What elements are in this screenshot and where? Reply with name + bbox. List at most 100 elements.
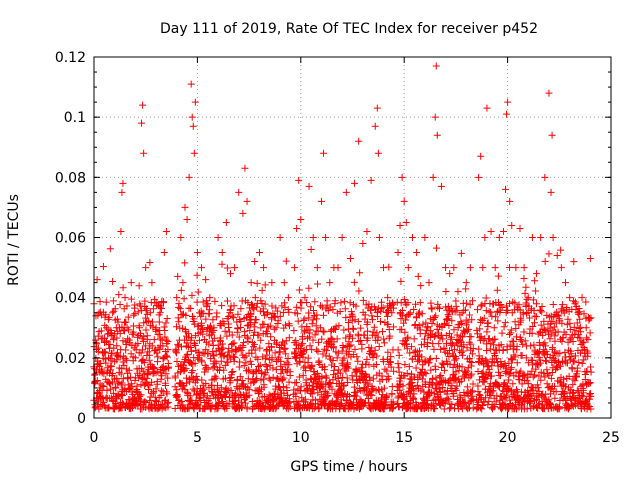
data-point [442, 288, 450, 296]
data-point [101, 321, 109, 329]
data-point [484, 323, 492, 331]
data-point [331, 297, 339, 305]
data-point [432, 365, 440, 373]
data-point [546, 354, 554, 362]
data-point [556, 349, 564, 357]
data-point [199, 298, 207, 306]
data-point [524, 294, 532, 302]
data-point [413, 249, 421, 257]
data-point [422, 319, 430, 327]
data-point [415, 322, 423, 330]
data-point [452, 386, 460, 394]
data-point [444, 395, 452, 403]
data-point [463, 389, 471, 397]
data-point [537, 376, 545, 384]
data-point [487, 227, 495, 235]
data-point [527, 342, 535, 350]
data-point [220, 366, 228, 374]
data-point [575, 305, 583, 313]
data-point [440, 366, 448, 374]
data-point [275, 353, 283, 361]
data-point [357, 337, 365, 345]
data-point [407, 379, 415, 387]
data-point [317, 197, 325, 205]
data-point [157, 387, 165, 395]
data-point [537, 359, 545, 367]
data-point [268, 356, 276, 364]
data-point [467, 362, 475, 370]
data-point [195, 351, 203, 359]
data-point [578, 339, 586, 347]
data-point [102, 298, 110, 306]
data-point [568, 365, 576, 373]
data-point [330, 338, 338, 346]
data-point [547, 330, 555, 338]
data-point [567, 334, 575, 342]
data-point [293, 303, 301, 311]
data-point [187, 343, 195, 351]
data-point [479, 401, 487, 409]
data-point [531, 312, 539, 320]
y-tick-label: 0.04 [55, 291, 86, 307]
data-point [237, 317, 245, 325]
data-point [174, 272, 182, 280]
data-point [571, 298, 579, 306]
data-point [114, 318, 122, 326]
data-point [200, 368, 208, 376]
data-point [225, 351, 233, 359]
data-point [506, 341, 514, 349]
data-point [399, 382, 407, 390]
data-point [349, 324, 357, 332]
data-point [299, 371, 307, 379]
data-point [547, 188, 555, 196]
data-point [355, 137, 363, 145]
data-point [479, 336, 487, 344]
data-point [97, 327, 105, 335]
data-point [494, 272, 502, 280]
data-point [323, 374, 331, 382]
data-point [510, 372, 518, 380]
data-point [390, 367, 398, 375]
data-point [385, 263, 393, 271]
data-point [579, 393, 587, 401]
data-point [394, 360, 402, 368]
data-point [381, 365, 389, 373]
data-point [164, 374, 172, 382]
data-point [127, 279, 135, 287]
data-point [155, 318, 163, 326]
data-point [278, 395, 286, 403]
data-point [490, 324, 498, 332]
data-point [529, 296, 537, 304]
data-point [274, 307, 282, 315]
data-point [531, 319, 539, 327]
data-point [446, 270, 454, 278]
data-point [286, 398, 294, 406]
data-point [122, 365, 130, 373]
data-point [587, 314, 595, 322]
data-point [537, 234, 545, 241]
data-point [237, 347, 245, 355]
data-point [569, 388, 577, 396]
data-point [387, 363, 395, 371]
data-point [155, 311, 163, 319]
data-point [457, 332, 465, 340]
data-point [187, 369, 195, 377]
data-point [571, 352, 579, 360]
data-point [437, 345, 445, 353]
data-point [445, 346, 453, 354]
data-point [372, 361, 380, 369]
data-point [109, 278, 117, 286]
data-point [150, 365, 158, 373]
data-point [210, 334, 218, 342]
data-point [118, 379, 126, 387]
data-point [528, 329, 536, 337]
data-point [93, 276, 101, 284]
data-point [235, 333, 243, 341]
data-point [284, 392, 292, 400]
data-point [282, 350, 290, 358]
data-point [384, 320, 392, 328]
data-point [430, 390, 438, 398]
data-point [159, 299, 167, 307]
data-point [188, 113, 196, 121]
data-point [342, 314, 350, 322]
